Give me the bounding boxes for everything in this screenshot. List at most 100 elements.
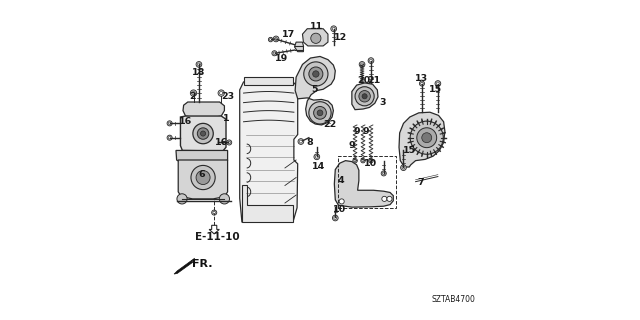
Text: 14: 14 xyxy=(312,162,326,171)
Text: 22: 22 xyxy=(324,120,337,130)
Circle shape xyxy=(311,33,321,44)
Circle shape xyxy=(369,158,373,163)
Circle shape xyxy=(401,165,406,171)
Polygon shape xyxy=(180,116,226,151)
Polygon shape xyxy=(240,82,298,222)
Text: 18: 18 xyxy=(191,68,205,77)
Circle shape xyxy=(387,196,392,201)
Circle shape xyxy=(220,92,223,95)
Text: 3: 3 xyxy=(379,98,386,107)
Text: 17: 17 xyxy=(282,30,295,39)
Circle shape xyxy=(354,160,356,162)
Circle shape xyxy=(198,63,200,66)
Circle shape xyxy=(218,90,225,96)
Circle shape xyxy=(273,36,279,42)
Circle shape xyxy=(331,26,337,32)
Text: 5: 5 xyxy=(311,85,317,94)
Circle shape xyxy=(383,172,385,175)
Circle shape xyxy=(167,135,172,140)
Circle shape xyxy=(190,90,196,96)
Text: 9: 9 xyxy=(349,141,355,150)
Circle shape xyxy=(298,139,304,144)
Text: FR.: FR. xyxy=(191,259,212,269)
Circle shape xyxy=(309,102,331,124)
Text: E-11-10: E-11-10 xyxy=(195,232,240,242)
Text: 23: 23 xyxy=(221,92,234,101)
Text: 11: 11 xyxy=(310,22,323,31)
Circle shape xyxy=(191,165,215,190)
Circle shape xyxy=(300,140,302,143)
Polygon shape xyxy=(242,186,293,222)
Polygon shape xyxy=(178,160,228,199)
Circle shape xyxy=(196,171,210,185)
Circle shape xyxy=(275,37,278,40)
Circle shape xyxy=(273,52,276,54)
Text: 1: 1 xyxy=(223,114,229,123)
Text: 9: 9 xyxy=(353,127,360,136)
Circle shape xyxy=(339,199,344,204)
Circle shape xyxy=(402,166,405,169)
Circle shape xyxy=(332,215,338,221)
Text: 8: 8 xyxy=(307,138,313,147)
Text: 9: 9 xyxy=(363,127,369,136)
Text: 16: 16 xyxy=(179,117,192,126)
Polygon shape xyxy=(303,29,328,46)
Circle shape xyxy=(435,81,441,86)
Circle shape xyxy=(382,196,387,201)
Circle shape xyxy=(269,38,272,41)
Text: 10: 10 xyxy=(364,159,378,168)
Circle shape xyxy=(314,107,326,119)
Circle shape xyxy=(177,194,187,204)
Circle shape xyxy=(359,91,371,102)
Circle shape xyxy=(193,123,213,144)
Circle shape xyxy=(268,37,273,42)
Polygon shape xyxy=(209,225,220,234)
Circle shape xyxy=(272,51,277,56)
Circle shape xyxy=(168,136,171,139)
Circle shape xyxy=(317,110,323,116)
Circle shape xyxy=(422,133,432,143)
Circle shape xyxy=(419,81,424,86)
Circle shape xyxy=(213,211,216,214)
Circle shape xyxy=(192,92,195,95)
Text: 19: 19 xyxy=(275,53,288,62)
Text: 4: 4 xyxy=(337,176,344,185)
Text: 6: 6 xyxy=(199,170,205,179)
Circle shape xyxy=(228,141,230,144)
Circle shape xyxy=(332,27,335,30)
Circle shape xyxy=(316,156,318,158)
Polygon shape xyxy=(244,77,293,85)
Circle shape xyxy=(304,62,328,86)
Text: 7: 7 xyxy=(417,178,424,187)
Polygon shape xyxy=(176,150,228,163)
Circle shape xyxy=(313,71,319,77)
Circle shape xyxy=(314,154,320,160)
Circle shape xyxy=(355,87,374,106)
Text: 20: 20 xyxy=(357,76,370,85)
Circle shape xyxy=(353,158,357,163)
Circle shape xyxy=(362,160,364,162)
Polygon shape xyxy=(334,161,394,207)
Circle shape xyxy=(220,194,230,204)
Text: 15: 15 xyxy=(429,85,442,94)
Circle shape xyxy=(417,128,436,148)
Circle shape xyxy=(200,131,205,136)
Polygon shape xyxy=(174,258,195,274)
Circle shape xyxy=(420,82,423,85)
Circle shape xyxy=(359,61,365,67)
Circle shape xyxy=(368,58,374,63)
Circle shape xyxy=(370,160,372,162)
Text: 16: 16 xyxy=(214,138,228,147)
Polygon shape xyxy=(294,42,303,52)
Bar xyxy=(337,156,396,208)
Polygon shape xyxy=(399,112,445,167)
Text: 2: 2 xyxy=(189,92,196,101)
Text: 10: 10 xyxy=(333,205,346,214)
Circle shape xyxy=(410,121,444,154)
Circle shape xyxy=(168,122,171,124)
Circle shape xyxy=(167,121,172,126)
Text: SZTAB4700: SZTAB4700 xyxy=(432,295,476,304)
Circle shape xyxy=(436,82,439,85)
Circle shape xyxy=(381,171,387,176)
Polygon shape xyxy=(352,83,378,110)
